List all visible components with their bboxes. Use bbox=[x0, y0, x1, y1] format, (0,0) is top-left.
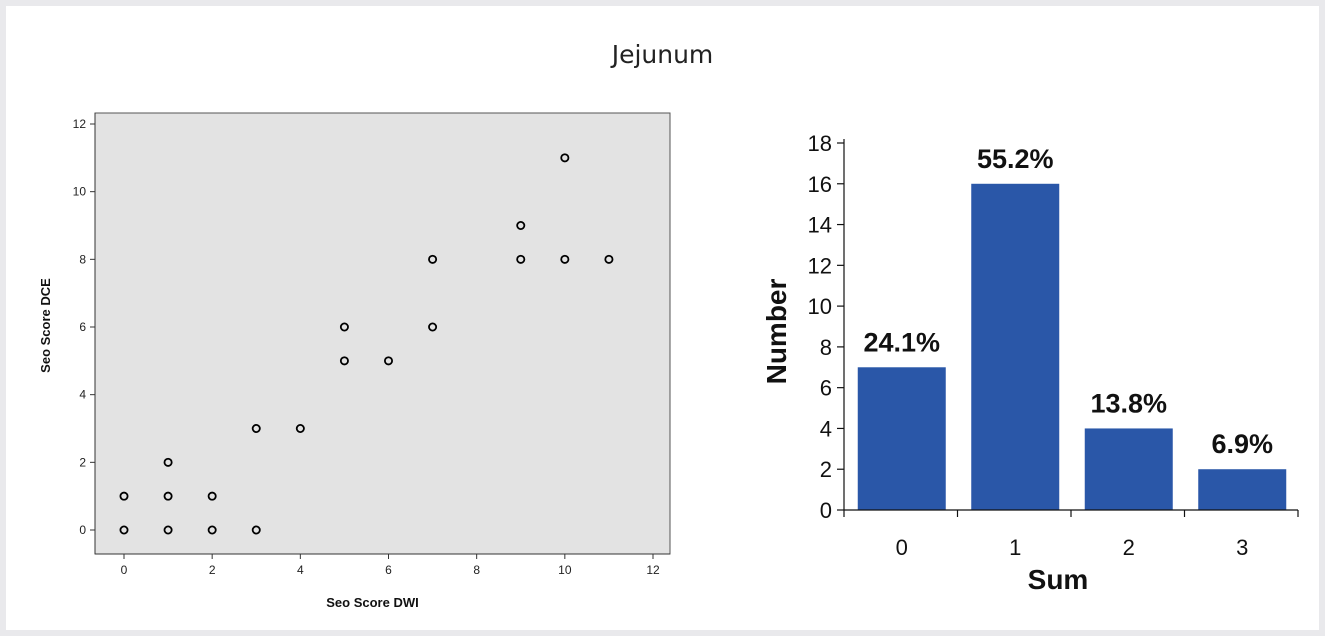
bar-x-axis-title: Sum bbox=[1028, 564, 1089, 595]
scatter-x-axis: 0 2 4 6 8 10 12 bbox=[95, 553, 670, 577]
scatter-point bbox=[383, 356, 393, 366]
scatter-x-axis-title: Seo Score DWI bbox=[326, 595, 418, 610]
scatter-point bbox=[560, 153, 570, 163]
scatter-point bbox=[516, 254, 526, 264]
scatter-x-tick-label: 10 bbox=[558, 563, 572, 577]
scatter-point bbox=[163, 491, 173, 501]
scatter-point bbox=[295, 423, 305, 433]
scatter-x-tick-label: 4 bbox=[297, 563, 304, 577]
scatter-chart: 0 2 4 6 8 10 12 0 2 4 6 8 10 12 Seo Score DWI Seo Sc… bbox=[38, 112, 671, 610]
scatter-point bbox=[560, 254, 570, 264]
scatter-point bbox=[604, 254, 614, 264]
bar-x-tick-label: 0 bbox=[896, 535, 908, 560]
scatter-point bbox=[428, 322, 438, 332]
scatter-y-tick-label: 2 bbox=[79, 455, 86, 469]
scatter-x-tick-label: 2 bbox=[209, 563, 216, 577]
scatter-x-tick-label: 0 bbox=[121, 563, 128, 577]
scatter-point bbox=[339, 322, 349, 332]
bar bbox=[971, 183, 1060, 510]
scatter-y-tick-label: 0 bbox=[79, 523, 86, 537]
bar-x-tick-label: 3 bbox=[1236, 535, 1248, 560]
scatter-point bbox=[163, 525, 173, 535]
scatter-y-axis-title: Seo Score DCE bbox=[38, 278, 53, 373]
bar-data-label: 6.9% bbox=[1211, 429, 1273, 459]
bar-y-tick-label: 4 bbox=[820, 416, 832, 441]
scatter-point bbox=[163, 457, 173, 467]
scatter-point bbox=[251, 525, 261, 535]
scatter-y-tick-label: 6 bbox=[79, 320, 86, 334]
scatter-point bbox=[428, 254, 438, 264]
scatter-y-axis: 0 2 4 6 8 10 12 bbox=[73, 113, 96, 554]
scatter-y-tick-label: 12 bbox=[73, 117, 87, 131]
bar-y-tick-label: 2 bbox=[820, 457, 832, 482]
bar-data-label: 13.8% bbox=[1090, 388, 1167, 418]
bar bbox=[1084, 428, 1173, 510]
bar-y-tick-label: 0 bbox=[820, 498, 832, 523]
bar bbox=[1198, 469, 1287, 510]
figure-title: Jejunum bbox=[611, 40, 714, 69]
bar-x-axis: 0 1 2 3 bbox=[843, 509, 1299, 560]
bar-y-tick-label: 10 bbox=[808, 294, 832, 319]
scatter-point bbox=[207, 491, 217, 501]
bar-x-tick-label: 2 bbox=[1123, 535, 1135, 560]
scatter-x-tick-label: 6 bbox=[385, 563, 392, 577]
scatter-x-tick-label: 8 bbox=[473, 563, 480, 577]
bar-y-tick-label: 12 bbox=[808, 253, 832, 278]
bar-y-axis-title: Number bbox=[761, 279, 792, 385]
bar-y-tick-label: 16 bbox=[808, 172, 832, 197]
bar-y-tick-label: 18 bbox=[808, 131, 832, 156]
scatter-y-tick-label: 8 bbox=[79, 252, 86, 266]
bar-y-tick-label: 6 bbox=[820, 376, 832, 401]
scatter-point bbox=[339, 356, 349, 366]
scatter-y-tick-label: 4 bbox=[79, 388, 86, 402]
bar bbox=[857, 367, 946, 510]
scatter-point bbox=[251, 423, 261, 433]
bar-data-label: 24.1% bbox=[863, 327, 940, 357]
scatter-plot-area bbox=[94, 112, 671, 555]
scatter-points bbox=[119, 153, 614, 535]
bar-data-labels: 24.1% 55.2% 13.8% 6.9% bbox=[863, 144, 1273, 459]
bar-y-axis: 0 2 4 6 8 10 12 14 16 18 bbox=[808, 131, 845, 523]
scatter-point bbox=[119, 491, 129, 501]
bar-y-tick-label: 14 bbox=[808, 213, 832, 238]
bar-x-tick-label: 1 bbox=[1009, 535, 1021, 560]
scatter-point bbox=[207, 525, 217, 535]
scatter-y-tick-label: 10 bbox=[73, 185, 87, 199]
scatter-point bbox=[516, 220, 526, 230]
bar-series bbox=[857, 183, 1287, 510]
bar-data-label: 55.2% bbox=[977, 144, 1054, 174]
figure-panel: Jejunum 0 2 4 6 8 10 12 0 2 4 6 8 10 12 Seo Score DW… bbox=[6, 6, 1319, 630]
scatter-point bbox=[119, 525, 129, 535]
bar-y-tick-label: 8 bbox=[820, 335, 832, 360]
scatter-x-tick-label: 12 bbox=[646, 563, 660, 577]
